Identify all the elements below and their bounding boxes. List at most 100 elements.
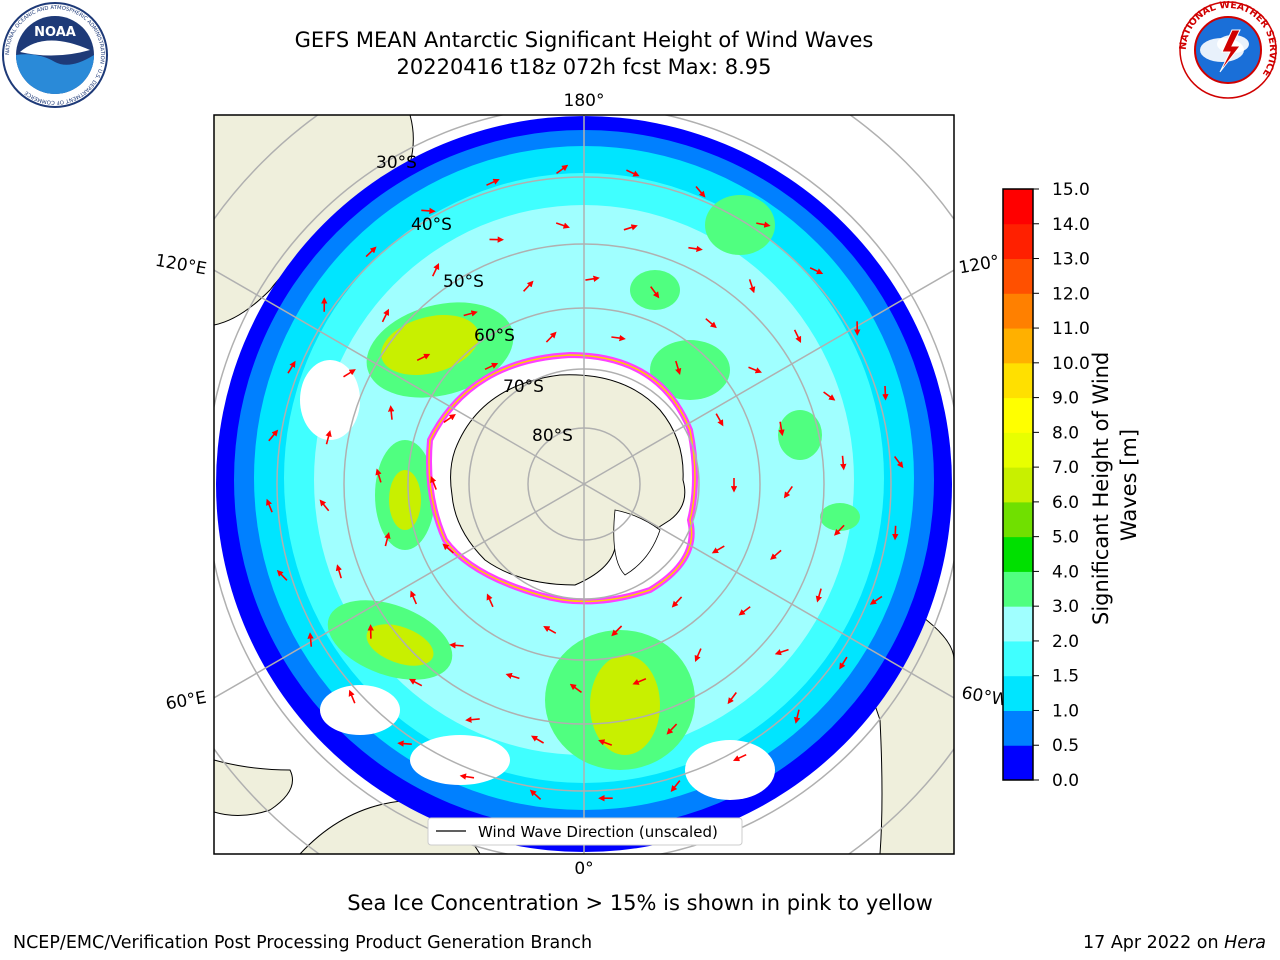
colorbar-tick-label: 0.5 bbox=[1052, 736, 1079, 756]
wave-direction-arrow bbox=[543, 626, 557, 634]
colorbar-segment bbox=[1003, 258, 1033, 294]
footer-date: 17 Apr 2022 on Hera bbox=[1083, 933, 1266, 953]
colorbar-tick-label: 4.0 bbox=[1052, 562, 1079, 582]
colorbar-segment bbox=[1003, 710, 1033, 746]
wave-direction-arrow bbox=[893, 456, 904, 469]
colorbar bbox=[1003, 189, 1033, 781]
wave-direction-arrow bbox=[266, 498, 273, 513]
wave-direction-arrow bbox=[486, 593, 494, 608]
wave-direction-arrow bbox=[783, 485, 793, 499]
wave-direction-arrow bbox=[416, 353, 431, 362]
footer-date-text: 17 Apr 2022 on bbox=[1083, 933, 1225, 953]
wave-direction-arrow bbox=[670, 780, 681, 793]
map-title: GEFS MEAN Antarctic Significant Height o… bbox=[294, 28, 874, 52]
wave-direction-arrow bbox=[626, 169, 640, 177]
colorbar-segment bbox=[1003, 223, 1033, 260]
sea-ice-note: Sea Ice Concentration > 15% is shown in … bbox=[347, 891, 933, 915]
wave-direction-arrow bbox=[611, 625, 623, 637]
wave-direction-arrow bbox=[365, 246, 377, 258]
wave-direction-arrow bbox=[408, 678, 423, 687]
colorbar-frame bbox=[1002, 188, 1034, 781]
wave-direction-arrow bbox=[556, 164, 569, 175]
wave-direction-arrow bbox=[748, 279, 756, 294]
wave-direction-arrow bbox=[834, 524, 845, 536]
wave-direction-arrow bbox=[611, 334, 626, 342]
lat-label-60s: 60°S bbox=[474, 326, 515, 346]
colorbar-tick-label: 5.0 bbox=[1052, 528, 1079, 548]
wave-direction-arrow bbox=[325, 430, 332, 445]
wave-direction-arrow bbox=[675, 360, 682, 375]
wave-direction-arrow bbox=[823, 391, 836, 401]
wave-direction-arrow bbox=[623, 224, 638, 231]
wave-direction-arrow bbox=[343, 369, 356, 378]
noaa-logo-text: NOAA bbox=[34, 25, 76, 40]
colorbar-tick-label: 11.0 bbox=[1052, 319, 1090, 339]
wave-direction-arrow bbox=[770, 549, 782, 560]
wave-direction-arrow bbox=[598, 739, 613, 746]
lat-label-80s: 80°S bbox=[532, 426, 573, 446]
wave-direction-arrow bbox=[443, 414, 456, 423]
wave-direction-arrow bbox=[569, 683, 582, 694]
colorbar-tick-label: 14.0 bbox=[1052, 215, 1090, 235]
lon-label-180: 180° bbox=[564, 91, 605, 111]
wave-direction-arrow bbox=[287, 360, 296, 374]
wave-direction-arrow bbox=[815, 588, 822, 603]
wave-direction-arrow bbox=[431, 262, 440, 277]
colorbar-segment bbox=[1003, 640, 1033, 677]
wave-direction-arrow bbox=[727, 692, 737, 705]
nws-logo: NATIONAL WEATHER SERVICE bbox=[1178, 0, 1278, 99]
wave-direction-arrow bbox=[671, 596, 683, 608]
svg-text:Significant Height of Wind: Significant Height of Wind Waves [m] bbox=[1089, 345, 1141, 625]
wave-direction-arrow bbox=[268, 429, 279, 442]
colorbar-tick-label: 12.0 bbox=[1052, 284, 1090, 304]
lat-label-70s: 70°S bbox=[503, 377, 544, 397]
wave-direction-arrow bbox=[410, 590, 418, 605]
wave-direction-arrow bbox=[384, 532, 391, 547]
wave-direction-arrow bbox=[738, 606, 751, 616]
footer-host: Hera bbox=[1224, 933, 1266, 953]
wave-direction-arrow bbox=[869, 595, 883, 605]
colorbar-label-line1: Significant Height of Wind bbox=[1089, 352, 1113, 625]
wave-direction-arrow bbox=[319, 499, 330, 512]
wave-direction-arrow bbox=[484, 362, 499, 371]
colorbar-tick-label: 3.0 bbox=[1052, 597, 1079, 617]
wave-direction-arrow bbox=[442, 543, 454, 554]
colorbar-tick-label: 10.0 bbox=[1052, 354, 1090, 374]
wave-direction-arrow bbox=[632, 678, 647, 685]
wave-direction-arrow bbox=[705, 318, 717, 329]
wave-direction-arrow bbox=[555, 222, 570, 229]
wave-direction-arrow bbox=[732, 753, 747, 762]
graticule bbox=[214, 115, 954, 854]
colorbar-label-line2: Waves [m] bbox=[1117, 429, 1141, 541]
wave-direction-arrow bbox=[381, 308, 389, 323]
wave-direction-arrow bbox=[375, 468, 382, 483]
wave-direction-arrow bbox=[695, 185, 706, 198]
colorbar-segment bbox=[1003, 606, 1033, 642]
wave-direction-arrow bbox=[397, 740, 412, 747]
colorbar-segment bbox=[1003, 432, 1033, 468]
wave-direction-arrow bbox=[666, 723, 678, 735]
colorbar-segment bbox=[1003, 397, 1033, 433]
colorbar-tick-label: 0.0 bbox=[1052, 771, 1079, 791]
colorbar-tick-label: 1.0 bbox=[1052, 701, 1079, 721]
wave-direction-arrow bbox=[688, 245, 703, 253]
wave-direction-arrow bbox=[715, 413, 724, 427]
wave-direction-arrow bbox=[711, 545, 725, 554]
colorbar-ticks: 0.0 0.5 1.0 1.5 2.0 3.0 4.0 5.0 6.0 7.0 8.0 9.0 10.0… bbox=[1033, 180, 1090, 791]
wave-direction-arrow bbox=[465, 716, 480, 723]
wave-direction-arrow bbox=[530, 735, 545, 744]
lon-label-120e: 120°E bbox=[154, 251, 208, 280]
wave-direction-arrow bbox=[486, 178, 500, 186]
wave-direction-arrow bbox=[421, 207, 436, 215]
colorbar-segment bbox=[1003, 467, 1033, 503]
colorbar-tick-label: 9.0 bbox=[1052, 389, 1079, 409]
colorbar-tick-label: 6.0 bbox=[1052, 493, 1079, 513]
colorbar-tick-label: 15.0 bbox=[1052, 180, 1090, 200]
wave-direction-arrow bbox=[463, 310, 478, 317]
colorbar-segment bbox=[1003, 536, 1033, 572]
noaa-logo: NOAA NATIONAL OCEANIC AND ATMOSPHERIC AD… bbox=[2, 2, 108, 108]
wave-direction-arrow bbox=[523, 280, 534, 292]
wave-direction-arrow bbox=[276, 569, 288, 581]
colorbar-segment bbox=[1003, 675, 1033, 711]
